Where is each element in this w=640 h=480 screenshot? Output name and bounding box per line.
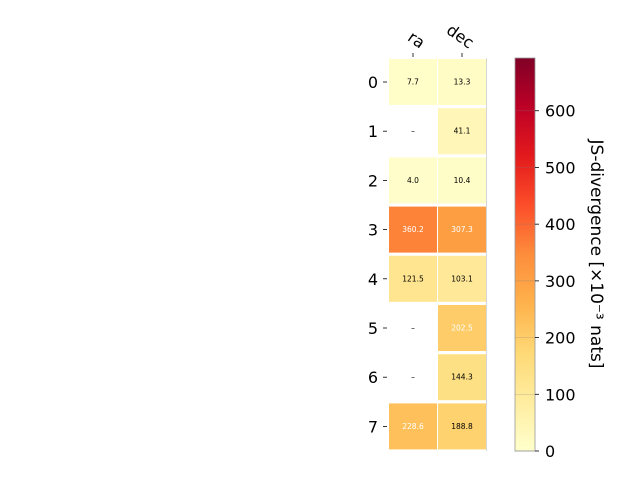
heatmap-cells: 7.7 13.3 – 41.1 4.0 10.4 360.2 307.3 121.5 103.1 –…	[389, 59, 486, 450]
row-tick-label: 3	[368, 221, 378, 240]
colorbar: 0 100 200 300 400 500 600 JS-divergence [×10⁻³…	[514, 57, 606, 461]
cell-value-label: –	[411, 373, 415, 382]
row-tick-label: 0	[368, 73, 378, 92]
colorbar-tick-label: 100	[545, 385, 576, 404]
cell-value-label: 360.2	[402, 225, 424, 234]
row-tick-label: 2	[368, 171, 378, 190]
heatmap-cell	[389, 108, 437, 155]
row-tick-label: 7	[368, 417, 378, 436]
heatmap-cell	[438, 403, 486, 450]
colorbar-gradient	[514, 57, 536, 452]
colorbar-tick-label: 300	[545, 272, 576, 291]
column-tick-label: dec	[443, 20, 477, 52]
colorbar-tick-label: 400	[545, 215, 576, 234]
heatmap-cell	[438, 157, 486, 204]
row-tick-label: 6	[368, 368, 378, 387]
cell-value-label: –	[411, 127, 415, 136]
colorbar-tick-label: 0	[545, 442, 555, 461]
cell-value-label: 7.7	[407, 78, 419, 87]
cell-value-label: 10.4	[454, 176, 471, 185]
cell-value-label: 188.8	[451, 422, 473, 431]
cell-value-label: 121.5	[402, 274, 424, 283]
cell-value-label: 144.3	[451, 373, 473, 382]
cell-value-label: 228.6	[402, 422, 424, 431]
cell-value-label: 103.1	[451, 274, 473, 283]
heatmap-cell	[438, 354, 486, 401]
heatmap-cell	[438, 305, 486, 351]
heatmap-cell	[389, 403, 437, 450]
colorbar-ticks: 0 100 200 300 400 500 600	[515, 102, 576, 461]
cell-value-label: 202.5	[451, 324, 473, 333]
colorbar-tick-label: 500	[545, 158, 576, 177]
row-tick-label: 4	[368, 270, 378, 289]
colorbar-label: JS-divergence [×10⁻³ nats]	[586, 139, 606, 369]
heatmap-cell	[389, 354, 437, 401]
row-tick-label: 1	[368, 122, 378, 141]
colorbar-tick-label: 200	[545, 329, 576, 348]
cell-value-label: 41.1	[454, 127, 471, 136]
heatmap-cell	[389, 157, 437, 204]
cell-value-label: 4.0	[407, 176, 419, 185]
heatmap-cell	[438, 255, 486, 302]
cell-value-label: 13.3	[454, 78, 471, 87]
heatmap-cell	[389, 59, 437, 105]
heatmap-cell	[438, 206, 486, 253]
heatmap-cell	[438, 59, 486, 105]
heatmap-cell	[389, 206, 437, 253]
heatmap-cell	[389, 305, 437, 351]
heatmap-cell	[389, 255, 437, 302]
cell-value-label: –	[411, 324, 415, 333]
cell-value-label: 307.3	[451, 225, 473, 234]
row-tick-label: 5	[368, 319, 378, 338]
heatmap-cell	[438, 108, 486, 155]
colorbar-tick-label: 600	[545, 102, 576, 121]
column-tick-label: ra	[404, 27, 428, 52]
